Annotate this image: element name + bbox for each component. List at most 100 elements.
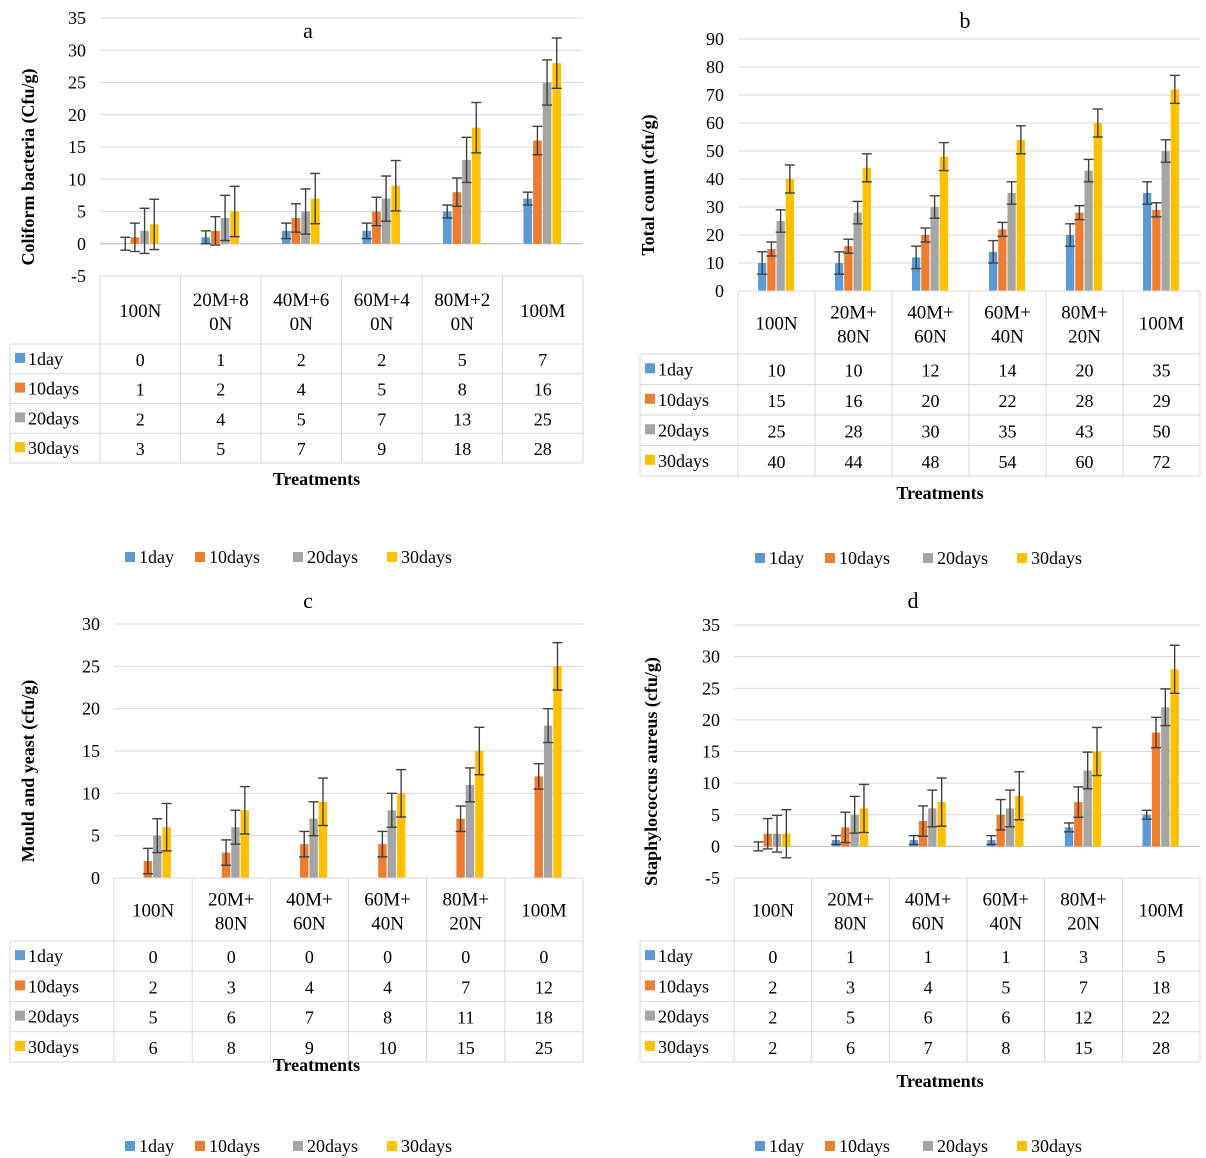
table-cell-value: 1 [136,380,145,400]
legend-key-30days [645,454,655,465]
bar-20days-5 [543,725,553,878]
bar-1day-4 [442,211,452,244]
legend-key-10days [15,980,25,991]
table-cell-value: 4 [383,977,392,997]
table-cell-value: 16 [845,391,863,411]
legend-key-1day [15,950,25,961]
legend-label: 20days [307,1136,358,1156]
category-label: 100M [1139,314,1185,335]
table-cell-value: 18 [535,1008,553,1028]
category-label: 0N [370,314,394,335]
bar-10days-5 [1151,732,1161,847]
series-row-label: 30days [28,438,79,458]
table-cell-value: 5 [297,409,306,429]
table-cell-value: 7 [538,350,547,370]
table-cell-value: 5 [149,1008,158,1028]
table-cell-value: 0 [768,947,777,967]
x-axis-label: Treatments [896,1071,983,1091]
y-tick-label: -5 [705,868,720,888]
table-cell-value: 12 [1075,1008,1093,1028]
table-cell-value: 8 [1001,1038,1010,1058]
category-label: 100M [521,901,567,922]
y-tick-label: 0 [91,868,100,888]
y-axis-label: Mould and yeast (cfu/g) [18,680,39,863]
y-tick-label: 20 [82,699,100,719]
category-label: 60M+4 [354,290,411,311]
table-cell-value: 18 [1152,977,1170,997]
bar-1day-5 [523,198,533,244]
y-tick-label: 20 [68,105,86,125]
table-cell-value: 0 [539,947,548,967]
bar-30days-4 [471,127,481,244]
legend-label: 20days [307,547,358,567]
bar-30days-3 [1015,795,1024,847]
table-cell-value: 3 [136,439,145,459]
category-label: 20M+ [827,890,874,911]
table-cell-value: 5 [1001,977,1010,997]
category-label: 80M+2 [434,290,490,311]
legend-swatch-10days [195,1141,205,1151]
legend-swatch-10days [825,1141,835,1151]
legend-key-10days [15,382,25,393]
table-cell-value: 6 [1001,1008,1010,1028]
table-cell-value: 0 [149,947,158,967]
table-cell-value: 7 [924,1038,933,1058]
series-row-label: 1day [28,946,63,966]
bar-30days-4 [1092,751,1102,847]
y-tick-label: 10 [68,169,86,189]
category-label: 100N [119,301,162,322]
y-tick-label: 25 [68,73,86,93]
y-tick-label: 5 [91,826,100,846]
table-cell-value: 28 [534,439,552,459]
table-cell-value: 6 [149,1038,158,1058]
category-label: 40M+ [905,890,952,911]
bar-30days-3 [391,185,401,244]
legend-label: 10days [839,548,890,568]
y-tick-label: 90 [706,29,724,49]
legend-key-1day [15,352,25,363]
category-label: 20M+8 [193,290,249,311]
legend-swatch-20days [293,552,303,562]
category-label: 40N [989,914,1022,935]
y-tick-label: 10 [706,253,724,273]
category-label: 100N [132,901,175,922]
series-row-label: 10days [28,976,79,996]
category-label: 0N [451,314,475,335]
y-tick-label: 10 [702,773,720,793]
table-cell-value: 20 [922,391,940,411]
table-cell-value: 1 [216,350,225,370]
table-cell-value: 40 [768,452,786,472]
series-row-label: 10days [658,976,709,996]
y-tick-label: 20 [706,225,724,245]
y-axis-label: Coliform bacteria (Cfu/g) [18,69,39,266]
bar-20days-3 [1007,193,1016,291]
table-cell-value: 28 [1076,391,1094,411]
chart-title: d [908,588,919,613]
category-label: 40M+6 [273,290,329,311]
y-tick-label: 35 [68,8,86,28]
bar-20days-1 [231,827,240,878]
category-label: 20N [449,914,482,935]
series-row-label: 1day [28,349,63,369]
series-row-label: 20days [658,1007,709,1027]
table-cell-value: 10 [768,360,786,380]
series-row-label: 20days [658,420,709,440]
table-cell-value: 11 [457,1008,474,1028]
y-axis-label: Staphylococcus aureus (cfu/g) [641,657,662,886]
category-label: 40M+ [286,890,333,911]
bar-30days-1 [240,810,250,878]
table-cell-value: 25 [535,1038,553,1058]
table-cell-value: 12 [535,977,553,997]
x-axis-label: Treatments [273,1055,360,1075]
table-cell-value: 28 [1152,1038,1170,1058]
chart-panel-b: b 0 10 20 30 40 50 60 70 80 90 Total count (cfu/g) 1… [638,8,1201,568]
legend-label: 30days [1031,548,1082,568]
series-row-label: 10days [28,379,79,399]
table-cell-value: 5 [216,439,225,459]
bar-20days-3 [387,810,396,878]
legend-key-1day [645,950,655,961]
y-tick-label: 5 [77,202,86,222]
bar-1day-4 [1066,235,1075,291]
legend-swatch-30days [387,552,397,562]
